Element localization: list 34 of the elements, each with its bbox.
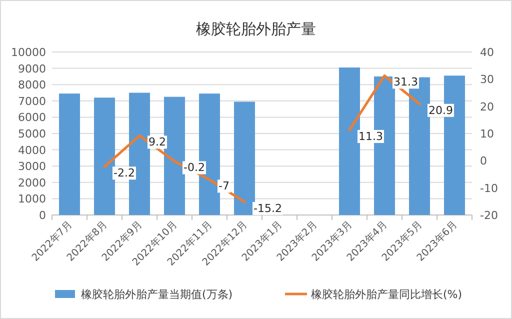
data-label: 11.3 [358,130,383,143]
bar [94,98,115,215]
y-tick-label: 1000 [18,192,46,206]
y-tick-label: 4000 [18,144,46,157]
data-label: -2.2 [114,166,135,180]
bar [339,67,360,215]
y-tick-label: 10000 [11,46,46,59]
bar [164,96,185,215]
y-tick-label: 0 [39,209,46,222]
y-tick-label: 6000 [18,111,46,124]
data-label: 20.9 [428,104,453,117]
data-label: -15.2 [254,202,282,215]
y2-tick-label: -10 [480,182,498,195]
legend-label: 橡胶轮胎外胎产量同比增长(%) [311,288,462,301]
data-label: 31.3 [394,76,418,89]
y2-tick-label: 0 [480,154,487,168]
y-tick-label: 7000 [18,94,46,108]
chart-title: 橡胶轮胎外胎产量 [196,20,316,38]
bar [234,102,255,215]
y2-tick-label: 30 [480,73,494,86]
y-tick-label: 2000 [18,176,46,190]
legend-label: 橡胶轮胎外胎产量当期值(万条) [81,288,233,301]
y-tick-label: 9000 [18,62,46,76]
data-label: -0.2 [184,161,205,174]
y2-tick-label: 40 [480,46,494,59]
y2-tick-label: -20 [480,209,498,222]
y2-tick-label: 10 [480,128,494,140]
y-tick-label: 8000 [18,78,46,92]
data-label: 9.2 [148,136,166,149]
data-label: -7 [218,180,230,193]
bar [59,94,80,215]
y-tick-label: 3000 [18,160,46,174]
y-tick-label: 5000 [18,128,46,140]
y2-tick-label: 20 [480,100,494,114]
